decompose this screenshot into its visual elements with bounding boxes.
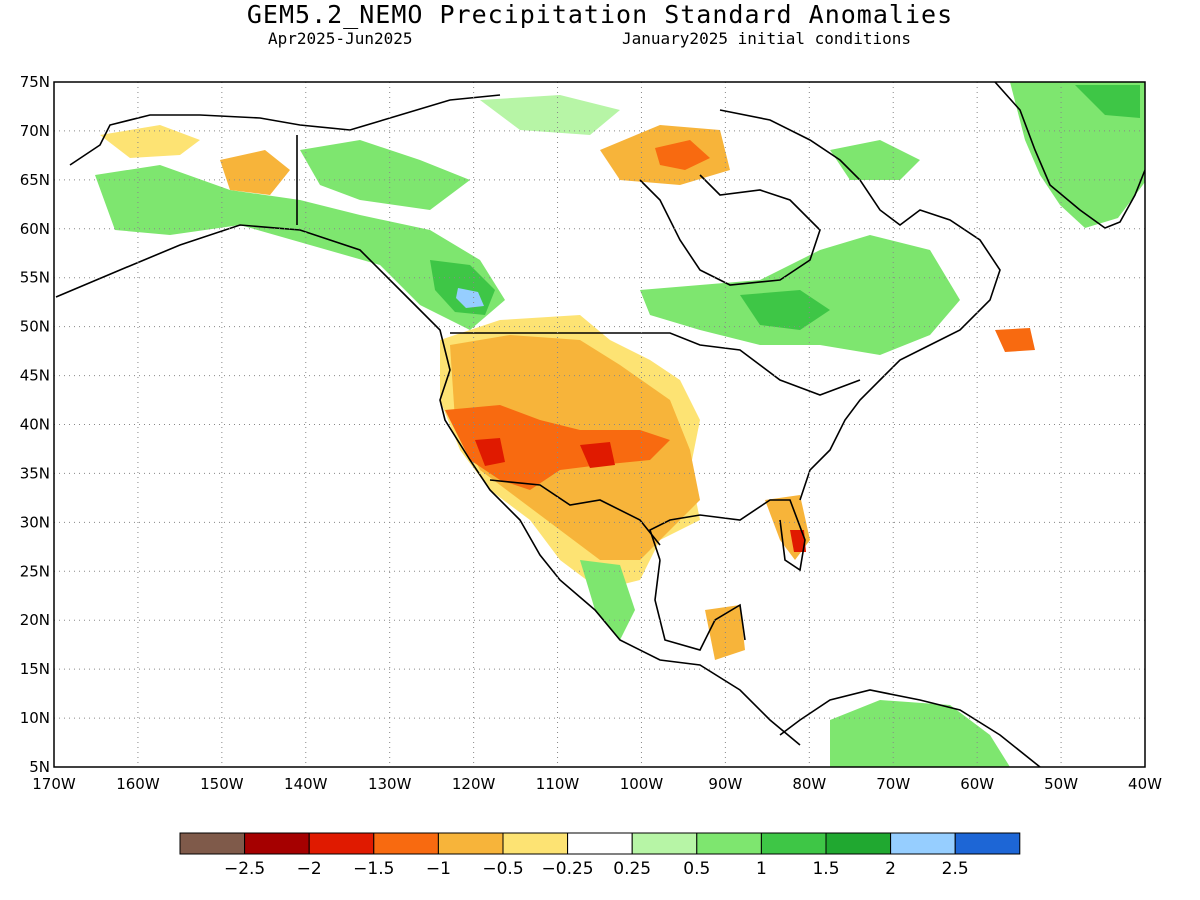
lon-tick-label: 170W xyxy=(32,775,76,793)
coastline-southamerica xyxy=(779,689,1041,767)
lat-tick-label: 20N xyxy=(20,611,50,629)
lon-tick-label: 60W xyxy=(960,775,994,793)
lat-tick-label: 10N xyxy=(20,709,50,727)
anomaly-baffin-wet xyxy=(830,140,920,180)
lon-tick-label: 160W xyxy=(116,775,160,793)
coastline-gulf xyxy=(649,499,806,572)
colorbar-swatch xyxy=(437,832,504,855)
colorbar-label: −0.5 xyxy=(482,859,523,879)
lat-tick-label: 35N xyxy=(20,464,50,482)
colorbar-swatch xyxy=(825,832,892,855)
lat-tick-label: 70N xyxy=(20,122,50,140)
lat-tick-label: 30N xyxy=(20,513,50,531)
anomaly-southamerica-wet xyxy=(830,700,1010,767)
colorbar-swatch xyxy=(567,832,633,855)
coastline-mexico-east xyxy=(654,559,746,651)
lon-tick-label: 70W xyxy=(876,775,910,793)
border-us-mexico xyxy=(489,479,661,546)
colorbar-label: −0.25 xyxy=(542,859,594,879)
map-title: GEM5.2_NEMO Precipitation Standard Anoma… xyxy=(246,0,954,29)
lat-tick-label: 40N xyxy=(20,416,50,434)
latitude-labels: 75N 70N 65N 60N 55N 50N 45N 40N 35N 30N 25N 20N 15N 1… xyxy=(20,73,50,776)
lon-tick-label: 120W xyxy=(452,775,496,793)
colorbar-label: 2.5 xyxy=(942,859,969,879)
colorbar-swatch xyxy=(954,832,1021,855)
anomaly-hudson-core xyxy=(655,140,710,170)
colorbar-label: 0.25 xyxy=(613,859,651,879)
colorbar-label: 1 xyxy=(756,859,767,879)
coastline-hudson xyxy=(639,174,821,286)
forecast-period: Apr2025-Jun2025 xyxy=(268,29,413,48)
lat-tick-label: 60N xyxy=(20,220,50,238)
lon-tick-label: 150W xyxy=(200,775,244,793)
lon-tick-label: 80W xyxy=(792,775,826,793)
lon-tick-label: 140W xyxy=(284,775,328,793)
lon-tick-label: 50W xyxy=(1044,775,1078,793)
lat-tick-label: 50N xyxy=(20,318,50,336)
anomaly-greenland xyxy=(1010,82,1145,228)
lat-lon-grid xyxy=(54,82,1145,767)
anomaly-field xyxy=(95,82,1145,767)
initial-conditions: January2025 initial conditions xyxy=(622,29,911,48)
colorbar-label: −2 xyxy=(297,859,322,879)
lon-tick-label: 130W xyxy=(368,775,412,793)
colorbar-swatch xyxy=(179,832,246,855)
colorbar: −2.5 −2 −1.5 −1 −0.5 −0.25 0.25 0.5 1 1.5 2 2.5 xyxy=(179,832,1021,879)
anomaly-sw-core xyxy=(475,438,505,466)
colorbar-swatch xyxy=(631,832,698,855)
anomaly-quebec-core xyxy=(740,290,830,330)
lat-tick-label: 55N xyxy=(20,269,50,287)
lon-tick-label: 40W xyxy=(1128,775,1162,793)
colorbar-swatch xyxy=(373,832,439,855)
anomaly-arctic-wet xyxy=(480,95,620,135)
colorbar-label: 1.5 xyxy=(812,859,839,879)
lat-tick-label: 5N xyxy=(29,758,50,776)
colorbar-label: −2.5 xyxy=(224,859,265,879)
lon-tick-label: 110W xyxy=(536,775,580,793)
colorbar-swatch xyxy=(760,832,827,855)
coastline-greenland xyxy=(994,82,1145,229)
longitude-labels: 170W 160W 150W 140W 130W 120W 110W 100W 90W 80W 70… xyxy=(32,775,1162,793)
anomaly-bc-max xyxy=(456,288,484,308)
colorbar-swatch xyxy=(502,832,569,855)
colorbar-swatch xyxy=(308,832,375,855)
colorbar-label: 0.5 xyxy=(683,859,710,879)
lat-tick-label: 25N xyxy=(20,562,50,580)
colorbar-swatch xyxy=(244,832,310,855)
lat-tick-label: 65N xyxy=(20,171,50,189)
anomaly-alaska-dry xyxy=(100,125,200,158)
lon-tick-label: 90W xyxy=(708,775,742,793)
colorbar-label: −1.5 xyxy=(353,859,394,879)
lat-tick-label: 45N xyxy=(20,367,50,385)
anomaly-newfoundland-dry xyxy=(995,328,1035,352)
coastline-east xyxy=(719,109,1001,501)
colorbar-swatch xyxy=(696,832,762,855)
map-frame xyxy=(53,81,1146,768)
anomaly-bc-wet xyxy=(300,140,470,210)
lat-tick-label: 75N xyxy=(20,73,50,91)
anomaly-alaska-wet xyxy=(95,165,505,330)
anomaly-mexico-wet xyxy=(580,560,635,640)
lat-tick-label: 15N xyxy=(20,660,50,678)
anomaly-greenland-core xyxy=(1075,85,1140,118)
colorbar-label: −1 xyxy=(426,859,451,879)
colorbar-label: 2 xyxy=(885,859,896,879)
border-canada-us xyxy=(450,332,861,396)
anomaly-yukon-dry xyxy=(220,150,290,195)
anomaly-florida-core xyxy=(790,530,806,552)
anomaly-4corners-core xyxy=(580,442,615,468)
lon-tick-label: 100W xyxy=(620,775,664,793)
coastline-alaska xyxy=(69,94,501,166)
colorbar-swatch xyxy=(890,832,956,855)
